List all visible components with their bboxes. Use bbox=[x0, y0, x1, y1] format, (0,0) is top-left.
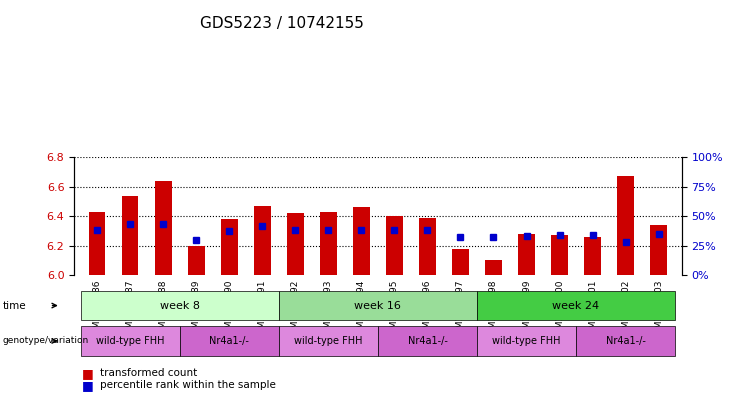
Bar bbox=[452, 248, 469, 275]
Text: wild-type FHH: wild-type FHH bbox=[294, 336, 362, 346]
Text: week 24: week 24 bbox=[553, 301, 599, 310]
Bar bbox=[518, 234, 535, 275]
Bar bbox=[221, 219, 238, 275]
Bar bbox=[651, 225, 667, 275]
Bar bbox=[89, 212, 105, 275]
Bar bbox=[485, 260, 502, 275]
Bar bbox=[287, 213, 304, 275]
Text: week 8: week 8 bbox=[160, 301, 200, 310]
Text: transformed count: transformed count bbox=[100, 368, 197, 378]
Text: week 16: week 16 bbox=[354, 301, 402, 310]
Text: wild-type FHH: wild-type FHH bbox=[96, 336, 165, 346]
Text: time: time bbox=[2, 301, 26, 310]
Bar bbox=[419, 218, 436, 275]
Text: Nr4a1-/-: Nr4a1-/- bbox=[408, 336, 448, 346]
Bar bbox=[585, 237, 601, 275]
Bar bbox=[386, 216, 402, 275]
Text: Nr4a1-/-: Nr4a1-/- bbox=[210, 336, 249, 346]
Bar bbox=[155, 181, 171, 275]
Text: Nr4a1-/-: Nr4a1-/- bbox=[605, 336, 645, 346]
Bar bbox=[320, 212, 336, 275]
Bar bbox=[188, 246, 205, 275]
Bar bbox=[353, 207, 370, 275]
Bar bbox=[617, 176, 634, 275]
Bar bbox=[551, 235, 568, 275]
Bar bbox=[122, 195, 139, 275]
Text: ■: ■ bbox=[82, 378, 93, 392]
Text: wild-type FHH: wild-type FHH bbox=[492, 336, 561, 346]
Bar bbox=[254, 206, 270, 275]
Text: GDS5223 / 10742155: GDS5223 / 10742155 bbox=[199, 16, 364, 31]
Text: percentile rank within the sample: percentile rank within the sample bbox=[100, 380, 276, 390]
Text: ■: ■ bbox=[82, 367, 93, 380]
Text: genotype/variation: genotype/variation bbox=[2, 336, 88, 345]
